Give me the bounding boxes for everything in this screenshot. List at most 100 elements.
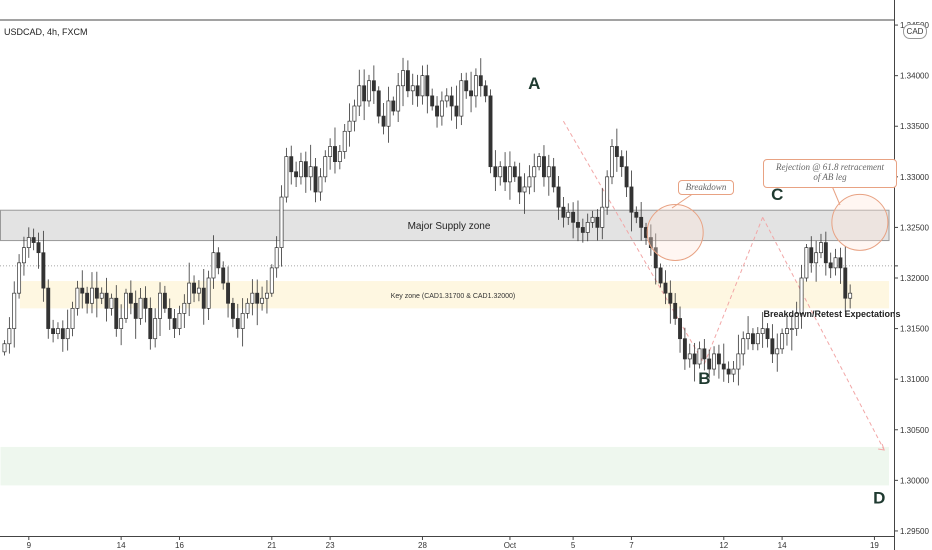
candle <box>182 294 187 328</box>
candle <box>60 320 65 352</box>
candle <box>119 304 124 346</box>
candle <box>464 72 469 99</box>
point-label-a: A <box>528 74 540 93</box>
candle <box>318 168 323 201</box>
candle <box>284 147 289 203</box>
candle <box>527 165 532 195</box>
zone-target-zone <box>0 446 890 486</box>
candle <box>517 162 522 205</box>
rejection-pointer <box>831 185 841 206</box>
candle <box>721 343 726 382</box>
breakdown-pointer <box>671 192 695 209</box>
x-tick-label: 7 <box>629 541 634 550</box>
candle <box>522 173 527 214</box>
projection-arrowhead <box>878 443 885 451</box>
projection-line-2 <box>703 217 764 365</box>
x-tick-label: 28 <box>418 541 427 550</box>
candle <box>381 103 386 135</box>
candle <box>133 290 138 339</box>
candle <box>362 69 367 121</box>
candle <box>760 312 765 348</box>
candle <box>299 152 303 185</box>
candle <box>755 327 760 351</box>
candle <box>177 305 182 336</box>
candle <box>585 213 590 242</box>
candle <box>439 91 444 126</box>
x-tick-label: 5 <box>571 541 576 550</box>
candle <box>352 99 357 132</box>
projection-line-3 <box>762 217 885 451</box>
candle <box>814 240 819 282</box>
candles-layer <box>2 57 853 386</box>
candle <box>561 196 566 228</box>
candle <box>702 338 707 371</box>
candle <box>430 88 435 111</box>
candle <box>804 244 809 282</box>
candle <box>639 201 644 241</box>
candle <box>619 150 624 177</box>
candle <box>235 303 240 338</box>
zone-major-supply <box>0 209 890 242</box>
candle <box>376 86 381 124</box>
candle <box>469 71 474 113</box>
candle <box>498 161 503 186</box>
candle <box>775 333 780 372</box>
candle <box>386 86 391 143</box>
candle <box>425 64 430 114</box>
currency-badge[interactable]: CAD <box>903 24 927 39</box>
candle <box>556 176 561 220</box>
candle <box>99 287 104 305</box>
x-tick-label: 16 <box>175 541 184 550</box>
candle <box>274 236 279 278</box>
time-axis[interactable]: 9 14 16 21 23 28 Oct 5 7 12 14 19 <box>27 536 880 550</box>
rejection-callout: Rejection @ 61.8 retracement of AB leg <box>763 159 897 188</box>
candle <box>245 298 250 319</box>
candle <box>289 145 294 185</box>
candle <box>153 308 158 348</box>
candle <box>838 247 843 284</box>
candle <box>478 58 483 97</box>
candle <box>542 145 546 187</box>
x-tick-label: 14 <box>778 541 787 550</box>
candle <box>2 340 7 356</box>
candle <box>546 154 551 196</box>
breakdown-callout-text: Breakdown <box>685 182 727 192</box>
rejection-callout-line2: of AB leg <box>813 172 847 182</box>
candle <box>104 277 109 322</box>
y-tick-label: 1.33500 <box>900 122 929 131</box>
highlight-circle-2 <box>831 193 889 251</box>
candle <box>192 275 196 303</box>
y-tick-label: 1.31500 <box>900 325 929 334</box>
candle <box>65 309 70 351</box>
candle <box>712 346 717 376</box>
candle <box>610 139 614 185</box>
candle <box>391 96 396 116</box>
candle <box>614 128 619 172</box>
price-axis[interactable]: 1.29500 1.30000 1.30500 1.31000 1.31500 1.320… <box>894 21 929 536</box>
circles-layer <box>646 185 889 261</box>
candle <box>415 74 420 107</box>
candle <box>12 281 17 348</box>
candle <box>367 74 371 107</box>
candle <box>80 270 85 309</box>
candle <box>36 232 41 269</box>
candle <box>328 138 333 170</box>
candle <box>260 286 265 311</box>
candle <box>17 254 22 299</box>
candle <box>313 157 318 203</box>
candle <box>138 288 143 325</box>
candle <box>109 293 114 316</box>
candle <box>736 334 741 386</box>
candle <box>537 152 542 171</box>
y-tick-label: 1.33000 <box>900 173 929 182</box>
candle <box>658 263 663 288</box>
candle <box>201 268 206 325</box>
candle <box>819 233 823 259</box>
zone-label-major-supply: Major Supply zone <box>408 221 491 232</box>
candle <box>605 170 610 215</box>
highlight-circle-1 <box>646 203 704 261</box>
candle <box>264 280 269 314</box>
y-tick-label: 1.30000 <box>900 476 929 485</box>
zone-label-key-zone: Key zone (CAD1.31700 & CAD1.32000) <box>391 293 516 300</box>
